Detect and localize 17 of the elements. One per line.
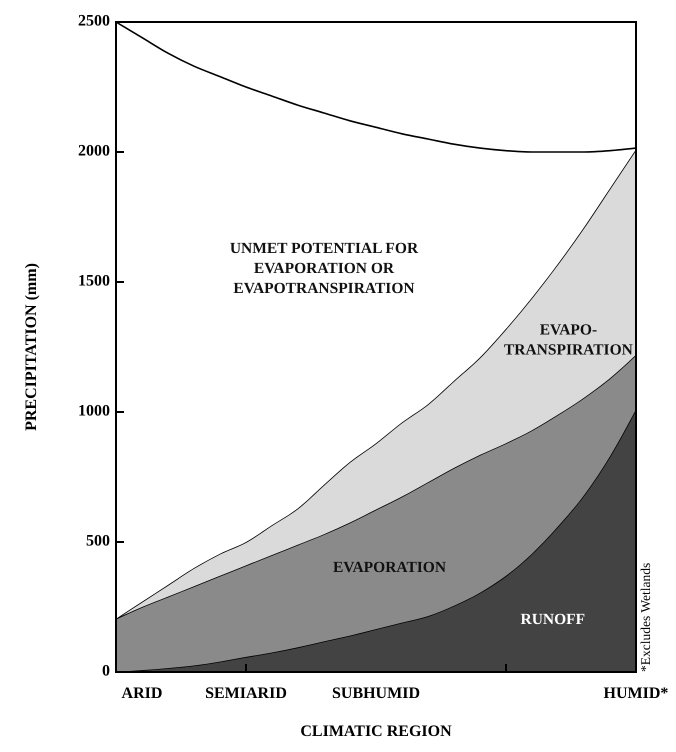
x-tick-label: HUMID* bbox=[604, 685, 668, 702]
series-label: EVAPORATION bbox=[332, 558, 446, 576]
x-tick-label: ARID bbox=[122, 685, 162, 702]
y-tick-label: 1500 bbox=[78, 272, 110, 290]
series-label: EVAPO- TRANSPIRATION bbox=[504, 321, 633, 358]
series-label: UNMET POTENTIAL FOR EVAPORATION OR EVAPOTRANSPIRATION bbox=[230, 240, 419, 297]
series-label: RUNOFF bbox=[520, 610, 586, 628]
y-axis-title: PRECIPITATION (mm) bbox=[23, 263, 40, 431]
x-axis-title: CLIMATIC REGION bbox=[300, 723, 452, 740]
y-tick-label: 2000 bbox=[78, 142, 110, 160]
y-tick-label: 1000 bbox=[78, 402, 110, 420]
text: *Excludes Wetlands bbox=[638, 562, 653, 672]
y-tick-label: 0 bbox=[102, 662, 110, 680]
x-tick-label: SEMIARID bbox=[205, 685, 287, 702]
x-tick-label: SUBHUMID bbox=[332, 685, 420, 702]
y-tick-label: 2500 bbox=[78, 12, 110, 30]
y-tick-label: 500 bbox=[86, 532, 110, 550]
